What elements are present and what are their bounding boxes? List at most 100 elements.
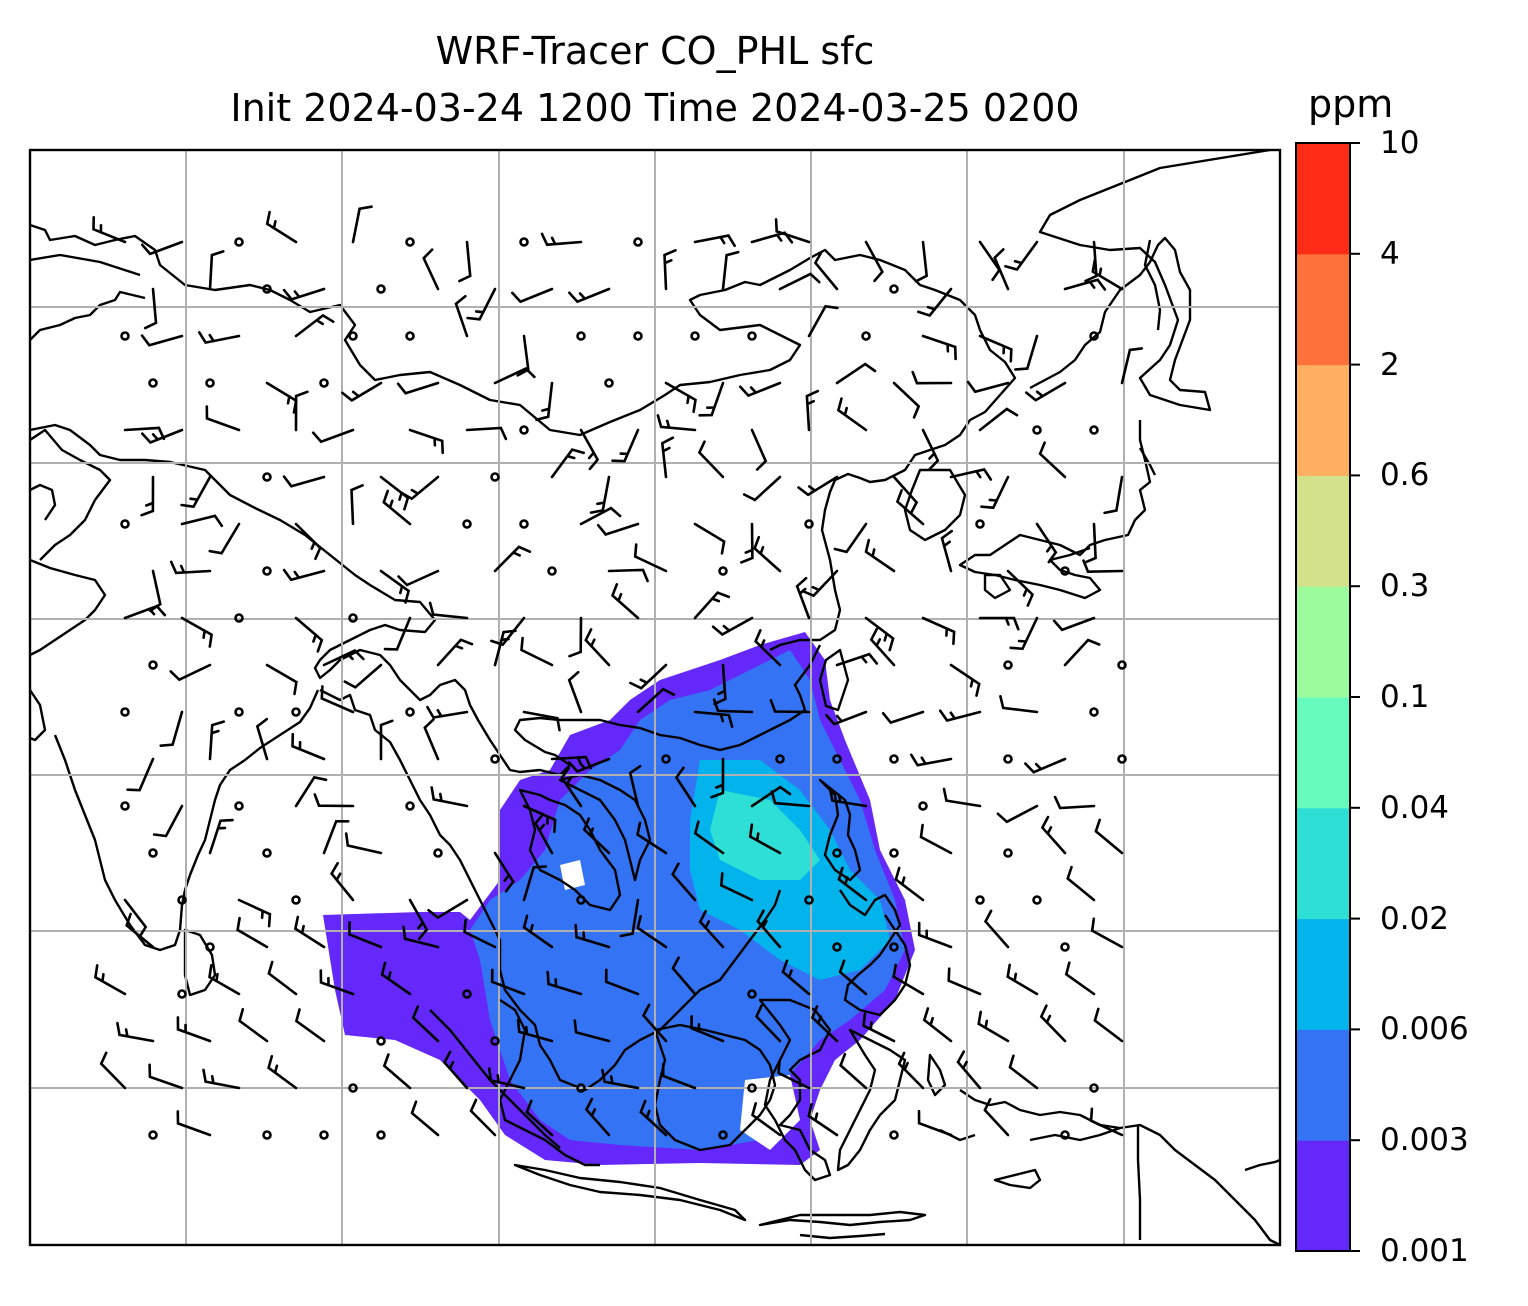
calm-wind-marker — [1089, 425, 1099, 435]
wind-barb — [520, 636, 554, 667]
wind-barb — [914, 240, 929, 283]
wind-barb — [208, 818, 234, 855]
wind-barb — [641, 1003, 668, 1043]
wind-barb — [493, 545, 532, 573]
calm-wind-marker — [604, 378, 614, 388]
wind-barb — [567, 670, 583, 714]
calm-wind-marker — [148, 1130, 158, 1140]
wind-barb — [463, 918, 497, 949]
wind-barb — [740, 522, 754, 564]
wind-barb — [382, 1053, 412, 1090]
wind-barb — [282, 568, 326, 582]
wind-barb — [693, 710, 734, 728]
wind-barb — [897, 1051, 925, 1090]
wind-barb — [573, 1019, 611, 1043]
wind-barb — [663, 249, 677, 291]
wind-barb — [864, 538, 896, 573]
calm-wind-marker — [747, 1083, 757, 1093]
wind-barb — [910, 753, 953, 767]
wind-barb — [719, 872, 754, 902]
wind-barb — [690, 1015, 725, 1043]
wind-barb — [671, 956, 697, 996]
wind-barb — [311, 428, 355, 444]
wind-barb — [864, 240, 884, 283]
calm-wind-marker — [690, 331, 700, 341]
wind-barb — [426, 705, 469, 719]
wind-barb — [636, 821, 668, 855]
wind-barb — [320, 685, 355, 714]
wind-barb — [917, 1109, 953, 1137]
calm-wind-marker — [1032, 895, 1042, 905]
calm-wind-marker — [348, 1083, 358, 1093]
calm-wind-marker — [747, 989, 757, 999]
wind-barb — [711, 616, 754, 637]
wind-barb — [522, 914, 554, 949]
wind-barb — [330, 861, 355, 902]
wind-barb — [116, 1021, 155, 1043]
wind-barb — [348, 921, 383, 949]
colorbar-segment — [1296, 1029, 1350, 1141]
wind-barb — [282, 475, 326, 488]
wind-barb — [568, 287, 611, 304]
wind-barb — [774, 218, 811, 244]
wind-barb — [664, 381, 697, 414]
wind-barb — [610, 583, 640, 620]
wind-barb — [1009, 616, 1039, 651]
wind-barb — [540, 232, 583, 247]
wind-barb — [596, 522, 640, 537]
wind-barb — [710, 757, 725, 799]
wind-barb — [980, 475, 1010, 510]
wind-barb — [436, 638, 474, 667]
colorbar-segment — [1296, 253, 1350, 366]
wind-barb — [892, 381, 921, 419]
calm-wind-marker — [775, 754, 785, 764]
colorbar-segment — [1296, 475, 1350, 587]
calm-wind-marker — [1003, 660, 1013, 670]
wind-barb — [493, 851, 515, 893]
calm-wind-marker — [405, 707, 415, 717]
calm-wind-marker — [576, 895, 586, 905]
wind-barb — [490, 968, 526, 996]
wind-barb — [546, 970, 583, 996]
colorbar-tick-label: 0.3 — [1380, 568, 1430, 605]
calm-wind-marker — [262, 472, 272, 482]
wind-barb — [661, 1062, 697, 1090]
wind-barb — [628, 764, 642, 808]
wind-barb — [751, 1102, 782, 1137]
wind-barb — [838, 959, 868, 996]
wind-barb — [753, 535, 782, 573]
wind-barb — [236, 916, 269, 949]
wind-barb — [522, 865, 547, 902]
wind-barb — [1093, 1007, 1124, 1043]
wind-barb — [1014, 334, 1039, 371]
calm-wind-marker — [889, 848, 899, 858]
wind-barb — [810, 1005, 839, 1043]
wind-barb — [351, 205, 373, 244]
calm-wind-marker — [718, 1130, 728, 1140]
wind-barb — [294, 775, 328, 808]
wind-barb — [493, 629, 517, 667]
wind-barb — [490, 616, 526, 647]
wind-barb — [411, 1005, 440, 1043]
calm-wind-marker — [861, 331, 871, 341]
wind-barb — [978, 407, 1019, 432]
wind-barb — [294, 522, 322, 561]
wind-barb — [525, 1099, 554, 1137]
wind-barb — [1052, 616, 1096, 632]
plume-clear-1 — [560, 860, 585, 890]
calm-wind-marker — [519, 237, 529, 247]
wind-barb — [1083, 522, 1097, 564]
wind-barb — [807, 1103, 839, 1137]
wind-barb — [1063, 278, 1107, 291]
wind-barb — [1025, 381, 1067, 402]
wind-barb — [487, 1067, 526, 1090]
wind-barb — [322, 820, 350, 855]
calm-wind-marker — [205, 942, 215, 952]
wind-barb — [294, 313, 335, 338]
calm-wind-marker — [1003, 848, 1013, 858]
wind-barb — [550, 448, 585, 479]
wind-barb — [510, 287, 554, 304]
calm-wind-marker — [804, 519, 814, 529]
wind-barb — [894, 866, 925, 902]
calm-wind-marker — [433, 848, 443, 858]
